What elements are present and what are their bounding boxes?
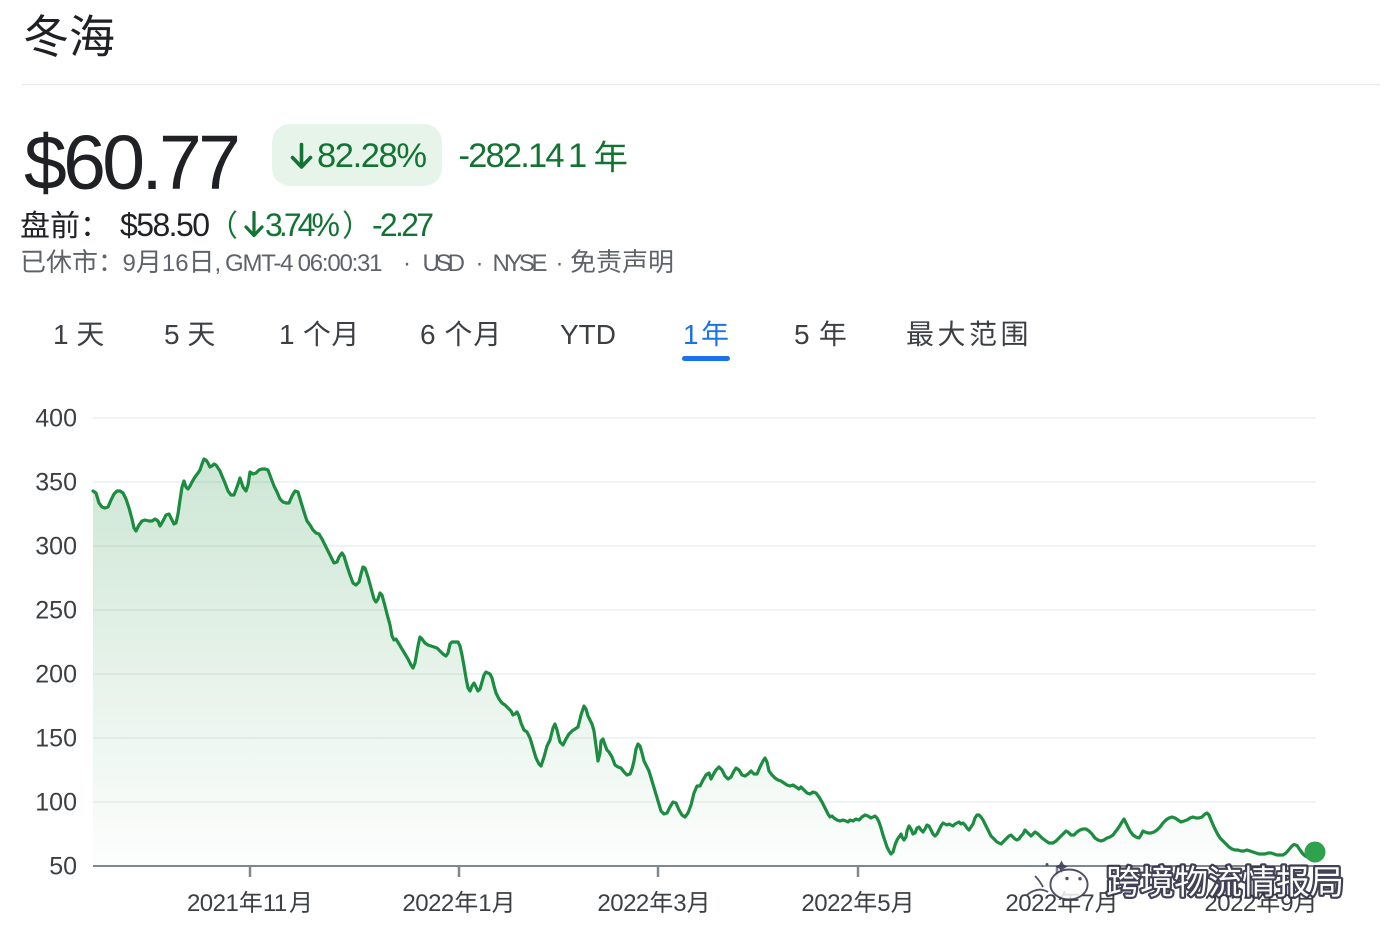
svg-text:1: 1 [478, 890, 491, 917]
svg-text:1: 1 [568, 137, 587, 175]
svg-text:400: 400 [35, 405, 77, 433]
svg-text:USD: USD [423, 250, 466, 277]
svg-text:5: 5 [877, 890, 890, 917]
svg-text:-2.27: -2.27 [372, 207, 434, 243]
svg-text:3.74%: 3.74% [265, 207, 340, 243]
svg-text:2022: 2022 [801, 890, 853, 917]
svg-text:16: 16 [162, 250, 189, 277]
svg-text:NYSE: NYSE [493, 250, 548, 277]
svg-text:$58.50: $58.50 [120, 207, 210, 243]
svg-text:5: 5 [794, 319, 810, 350]
svg-text:6: 6 [420, 319, 436, 350]
svg-text:,: , [215, 250, 222, 277]
svg-text:2022: 2022 [1005, 890, 1057, 917]
svg-text:250: 250 [35, 597, 77, 625]
svg-text:150: 150 [35, 725, 77, 753]
svg-text:200: 200 [35, 661, 77, 689]
svg-text:1: 1 [279, 319, 295, 350]
svg-text:350: 350 [35, 469, 77, 497]
svg-text:100: 100 [35, 789, 77, 817]
svg-text:3: 3 [673, 890, 686, 917]
svg-text:5: 5 [164, 319, 180, 350]
svg-text:GMT-4 06:00:31: GMT-4 06:00:31 [225, 250, 383, 277]
svg-text:·: · [556, 250, 564, 277]
svg-text:·: · [403, 250, 411, 277]
svg-text:7: 7 [1081, 890, 1094, 917]
svg-text:-282.14: -282.14 [459, 137, 565, 175]
svg-text:50: 50 [49, 853, 77, 881]
svg-text:11: 11 [263, 890, 287, 917]
svg-text:YTD: YTD [560, 319, 616, 350]
svg-text:1: 1 [53, 319, 69, 350]
svg-text:300: 300 [35, 533, 77, 561]
svg-text:2021: 2021 [187, 890, 239, 917]
svg-text:$60.77: $60.77 [24, 120, 241, 206]
svg-text:·: · [476, 250, 484, 277]
svg-text:2022: 2022 [402, 890, 454, 917]
svg-text:82.28%: 82.28% [317, 137, 427, 175]
svg-text:2022: 2022 [597, 890, 649, 917]
svg-text:9: 9 [123, 250, 136, 277]
svg-text:1: 1 [683, 319, 699, 350]
